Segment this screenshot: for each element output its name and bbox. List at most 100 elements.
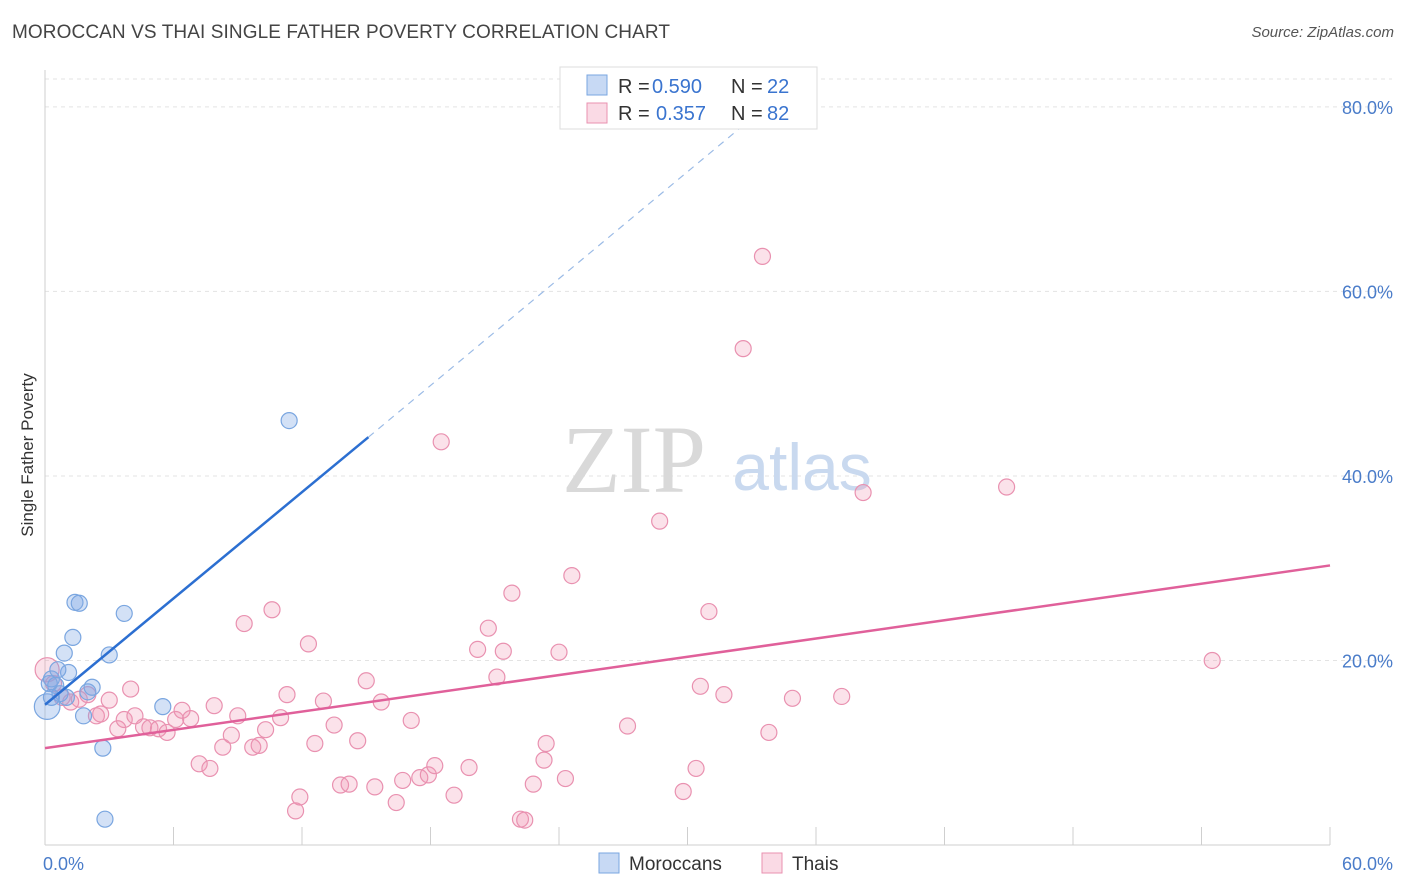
moroccan-point <box>33 693 61 721</box>
watermark-zip: ZIP <box>562 406 706 513</box>
bottom-legend-swatch-thais <box>761 852 783 874</box>
thais-points <box>34 247 1221 829</box>
legend-r-label: R = <box>618 103 650 125</box>
thai-point <box>126 707 144 725</box>
source-credit: Source: ZipAtlas.com <box>1251 24 1394 41</box>
thais-trend-line <box>44 564 1331 750</box>
thai-point <box>426 757 444 775</box>
y-tick-label: 20.0% <box>1342 651 1393 671</box>
thai-point <box>278 686 296 704</box>
gridlines <box>45 78 1392 661</box>
moroccan-point <box>280 411 298 430</box>
y-tick-label: 60.0% <box>1342 282 1393 302</box>
thai-point <box>100 691 118 709</box>
thai-point <box>516 811 534 829</box>
legend-n-value: 82 <box>767 103 789 125</box>
thai-point <box>201 759 219 778</box>
legend-n-label: N = <box>731 103 763 125</box>
thai-point <box>460 758 478 777</box>
thai-point <box>563 566 581 585</box>
moroccan-point <box>55 644 73 662</box>
thai-point <box>256 721 275 739</box>
thai-point <box>700 602 718 621</box>
thai-point <box>387 793 405 812</box>
thai-point <box>469 640 487 659</box>
moroccan-point <box>83 678 101 696</box>
thai-point <box>115 710 133 729</box>
legend-n-value: 22 <box>767 76 789 98</box>
thai-point <box>556 769 575 788</box>
thai-point <box>250 736 268 754</box>
thai-point <box>524 775 542 793</box>
thai-point <box>214 738 232 756</box>
y-tick-label: 40.0% <box>1342 467 1393 487</box>
thai-point <box>734 340 752 358</box>
thai-point <box>402 711 420 730</box>
legend-swatch-moroccans <box>586 74 608 96</box>
thai-point <box>674 782 692 801</box>
thai-point <box>349 732 367 750</box>
thai-point <box>340 775 358 793</box>
thai-point <box>263 601 281 619</box>
thai-point <box>190 755 208 773</box>
trend-lines <box>44 126 1331 750</box>
x-tick-label: 0.0% <box>43 854 84 874</box>
thai-point <box>291 788 309 806</box>
thai-point <box>618 717 637 735</box>
thai-point <box>325 716 343 734</box>
thai-point <box>244 738 262 756</box>
bottom-legend-swatch-moroccans <box>598 852 620 874</box>
y-axis-title: Single Father Poverty <box>18 373 37 537</box>
thai-point <box>432 433 450 451</box>
thai-point <box>687 759 705 778</box>
y-tick-label: 80.0% <box>1342 98 1393 118</box>
thai-point <box>205 697 223 715</box>
thai-point <box>537 734 555 753</box>
thai-point <box>479 619 497 637</box>
thai-point <box>753 247 772 265</box>
thai-point <box>445 786 463 804</box>
moroccan-point <box>57 688 76 706</box>
axes <box>44 70 1331 846</box>
thai-point <box>550 643 568 661</box>
thai-point <box>854 483 872 502</box>
thai-point <box>503 584 521 602</box>
thai-point <box>691 677 709 695</box>
thai-point <box>833 687 851 706</box>
legend-swatch-thais <box>586 102 608 124</box>
bottom-legend-thais: Thais <box>792 854 838 875</box>
thai-point <box>222 726 240 744</box>
thai-point <box>394 771 412 790</box>
moroccan-point <box>154 698 172 716</box>
chart-title: MOROCCAN VS THAI SINGLE FATHER POVERTY C… <box>12 22 671 43</box>
thai-point <box>760 723 778 742</box>
x-tick-label: 60.0% <box>1342 854 1393 874</box>
tick-labels: 20.0% 40.0% 60.0% 80.0% 0.0% 60.0% <box>43 98 1393 874</box>
thai-point <box>306 734 324 753</box>
moroccan-point <box>96 810 114 828</box>
legend-r-label: R = <box>618 76 650 98</box>
thai-point <box>1203 651 1221 670</box>
thai-point <box>331 776 350 794</box>
thai-point <box>286 802 305 820</box>
legend-r-value: 0.590 <box>652 76 702 98</box>
moroccan-point <box>64 628 82 647</box>
moroccan-point <box>74 707 93 725</box>
thai-point <box>271 709 290 727</box>
zipatlas-watermark: ZIP atlas <box>562 406 872 513</box>
thai-point <box>783 689 802 707</box>
moroccan-point <box>59 663 78 682</box>
thai-point <box>366 778 384 796</box>
legend-n-label: N = <box>731 76 763 98</box>
bottom-legend-moroccans: Moroccans <box>629 854 722 875</box>
moroccans-points <box>33 411 298 828</box>
moroccan-point <box>49 661 67 679</box>
moroccan-point <box>115 604 133 623</box>
thai-point <box>235 614 253 633</box>
stats-legend: R = 0.590 N = 22 R = 0.357 N = 82 <box>559 66 818 130</box>
moroccan-point <box>100 646 118 664</box>
thai-point <box>299 635 318 653</box>
thai-point <box>651 512 669 530</box>
thai-point <box>122 680 140 698</box>
